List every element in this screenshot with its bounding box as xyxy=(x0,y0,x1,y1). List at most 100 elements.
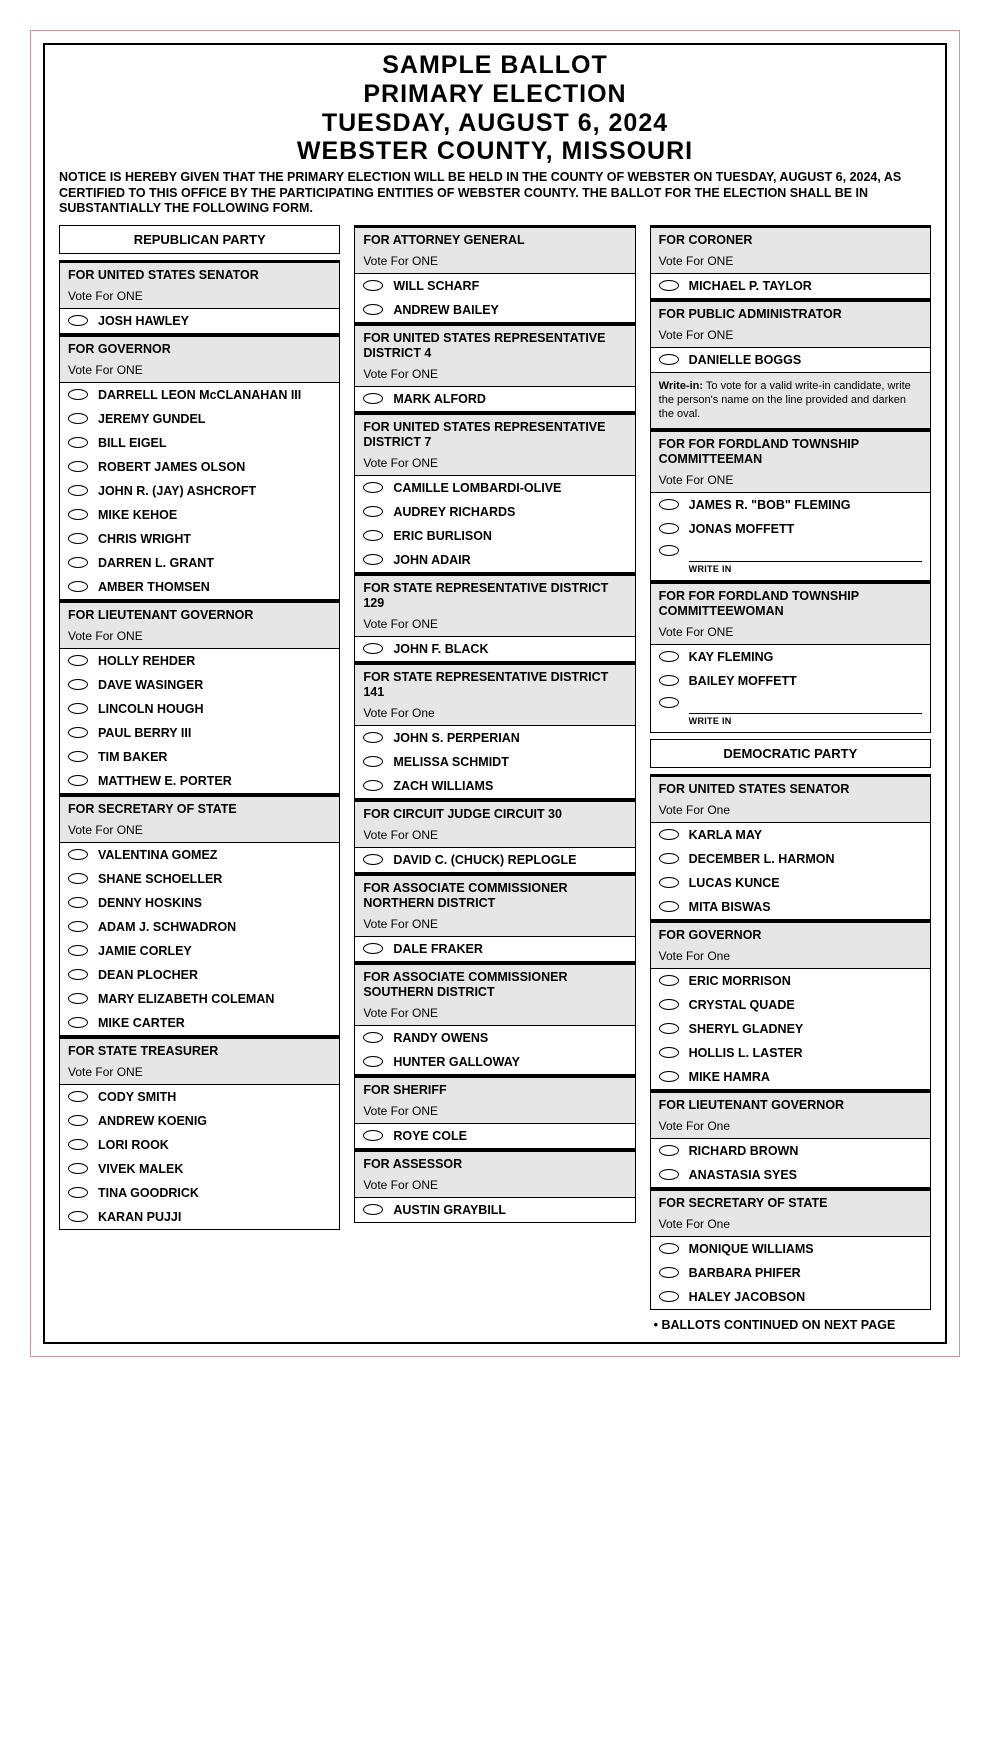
ballot-oval[interactable] xyxy=(68,581,88,592)
candidate-row[interactable]: CHRIS WRIGHT xyxy=(60,527,339,551)
ballot-oval[interactable] xyxy=(659,651,679,662)
candidate-row[interactable]: ANDREW BAILEY xyxy=(355,298,634,322)
candidate-row[interactable]: JEREMY GUNDEL xyxy=(60,407,339,431)
ballot-oval[interactable] xyxy=(659,1169,679,1180)
candidate-row[interactable]: BARBARA PHIFER xyxy=(651,1261,930,1285)
candidate-row[interactable]: AUDREY RICHARDS xyxy=(355,500,634,524)
ballot-oval[interactable] xyxy=(659,354,679,365)
candidate-row[interactable]: JOHN S. PERPERIAN xyxy=(355,726,634,750)
ballot-oval[interactable] xyxy=(659,499,679,510)
ballot-oval[interactable] xyxy=(659,1047,679,1058)
ballot-oval[interactable] xyxy=(363,506,383,517)
candidate-row[interactable]: MICHAEL P. TAYLOR xyxy=(651,274,930,298)
candidate-row[interactable]: ERIC BURLISON xyxy=(355,524,634,548)
candidate-row[interactable]: JOHN ADAIR xyxy=(355,548,634,572)
ballot-oval[interactable] xyxy=(68,1017,88,1028)
candidate-row[interactable]: RANDY OWENS xyxy=(355,1026,634,1050)
ballot-oval[interactable] xyxy=(68,315,88,326)
candidate-row[interactable]: TINA GOODRICK xyxy=(60,1181,339,1205)
ballot-oval[interactable] xyxy=(68,873,88,884)
candidate-row[interactable]: PAUL BERRY III xyxy=(60,721,339,745)
candidate-row[interactable]: MARK ALFORD xyxy=(355,387,634,411)
ballot-oval[interactable] xyxy=(363,1130,383,1141)
candidate-row[interactable]: JONAS MOFFETT xyxy=(651,517,930,541)
ballot-oval[interactable] xyxy=(363,482,383,493)
ballot-oval[interactable] xyxy=(659,901,679,912)
ballot-oval[interactable] xyxy=(68,437,88,448)
candidate-row[interactable]: MATTHEW E. PORTER xyxy=(60,769,339,793)
ballot-oval[interactable] xyxy=(68,751,88,762)
ballot-oval[interactable] xyxy=(68,727,88,738)
ballot-oval[interactable] xyxy=(363,1056,383,1067)
candidate-row[interactable]: BILL EIGEL xyxy=(60,431,339,455)
writein-row[interactable] xyxy=(651,693,930,716)
ballot-oval[interactable] xyxy=(363,393,383,404)
ballot-oval[interactable] xyxy=(68,533,88,544)
ballot-oval[interactable] xyxy=(659,1145,679,1156)
ballot-oval[interactable] xyxy=(68,993,88,1004)
candidate-row[interactable]: DANIELLE BOGGS xyxy=(651,348,930,372)
candidate-row[interactable]: SHANE SCHOELLER xyxy=(60,867,339,891)
ballot-oval[interactable] xyxy=(68,413,88,424)
candidate-row[interactable]: JOHN F. BLACK xyxy=(355,637,634,661)
ballot-oval[interactable] xyxy=(68,1139,88,1150)
candidate-row[interactable]: ERIC MORRISON xyxy=(651,969,930,993)
candidate-row[interactable]: JAMIE CORLEY xyxy=(60,939,339,963)
candidate-row[interactable]: BAILEY MOFFETT xyxy=(651,669,930,693)
candidate-row[interactable]: DARRELL LEON McCLANAHAN III xyxy=(60,383,339,407)
ballot-oval[interactable] xyxy=(68,849,88,860)
candidate-row[interactable]: CRYSTAL QUADE xyxy=(651,993,930,1017)
candidate-row[interactable]: HOLLIS L. LASTER xyxy=(651,1041,930,1065)
candidate-row[interactable]: KARAN PUJJI xyxy=(60,1205,339,1229)
candidate-row[interactable]: DECEMBER L. HARMON xyxy=(651,847,930,871)
ballot-oval[interactable] xyxy=(68,655,88,666)
ballot-oval[interactable] xyxy=(363,756,383,767)
ballot-oval[interactable] xyxy=(68,1163,88,1174)
ballot-oval[interactable] xyxy=(659,853,679,864)
candidate-row[interactable]: MIKE CARTER xyxy=(60,1011,339,1035)
candidate-row[interactable]: DAVE WASINGER xyxy=(60,673,339,697)
candidate-row[interactable]: VALENTINA GOMEZ xyxy=(60,843,339,867)
ballot-oval[interactable] xyxy=(363,1204,383,1215)
ballot-oval[interactable] xyxy=(363,780,383,791)
ballot-oval[interactable] xyxy=(68,1187,88,1198)
ballot-oval[interactable] xyxy=(659,697,679,708)
candidate-row[interactable]: MIKE HAMRA xyxy=(651,1065,930,1089)
ballot-oval[interactable] xyxy=(659,1243,679,1254)
writein-row[interactable] xyxy=(651,541,930,564)
candidate-row[interactable]: WILL SCHARF xyxy=(355,274,634,298)
candidate-row[interactable]: JOHN R. (JAY) ASHCROFT xyxy=(60,479,339,503)
ballot-oval[interactable] xyxy=(363,943,383,954)
candidate-row[interactable]: JAMES R. "BOB" FLEMING xyxy=(651,493,930,517)
candidate-row[interactable]: TIM BAKER xyxy=(60,745,339,769)
ballot-oval[interactable] xyxy=(68,461,88,472)
candidate-row[interactable]: MONIQUE WILLIAMS xyxy=(651,1237,930,1261)
ballot-oval[interactable] xyxy=(659,1023,679,1034)
candidate-row[interactable]: DAVID C. (CHUCK) REPLOGLE xyxy=(355,848,634,872)
ballot-oval[interactable] xyxy=(659,975,679,986)
ballot-oval[interactable] xyxy=(363,280,383,291)
candidate-row[interactable]: ZACH WILLIAMS xyxy=(355,774,634,798)
candidate-row[interactable]: ADAM J. SCHWADRON xyxy=(60,915,339,939)
ballot-oval[interactable] xyxy=(363,854,383,865)
writein-line[interactable] xyxy=(689,698,922,714)
candidate-row[interactable]: SHERYL GLADNEY xyxy=(651,1017,930,1041)
ballot-oval[interactable] xyxy=(659,545,679,556)
ballot-oval[interactable] xyxy=(68,679,88,690)
ballot-oval[interactable] xyxy=(659,1267,679,1278)
candidate-row[interactable]: VIVEK MALEK xyxy=(60,1157,339,1181)
candidate-row[interactable]: DENNY HOSKINS xyxy=(60,891,339,915)
candidate-row[interactable]: LORI ROOK xyxy=(60,1133,339,1157)
ballot-oval[interactable] xyxy=(68,1115,88,1126)
candidate-row[interactable]: ROBERT JAMES OLSON xyxy=(60,455,339,479)
ballot-oval[interactable] xyxy=(68,389,88,400)
candidate-row[interactable]: ANASTASIA SYES xyxy=(651,1163,930,1187)
candidate-row[interactable]: HALEY JACOBSON xyxy=(651,1285,930,1309)
candidate-row[interactable]: MITA BISWAS xyxy=(651,895,930,919)
ballot-oval[interactable] xyxy=(68,897,88,908)
ballot-oval[interactable] xyxy=(68,509,88,520)
ballot-oval[interactable] xyxy=(68,557,88,568)
candidate-row[interactable]: AUSTIN GRAYBILL xyxy=(355,1198,634,1222)
ballot-oval[interactable] xyxy=(659,1291,679,1302)
writein-line[interactable] xyxy=(689,546,922,562)
